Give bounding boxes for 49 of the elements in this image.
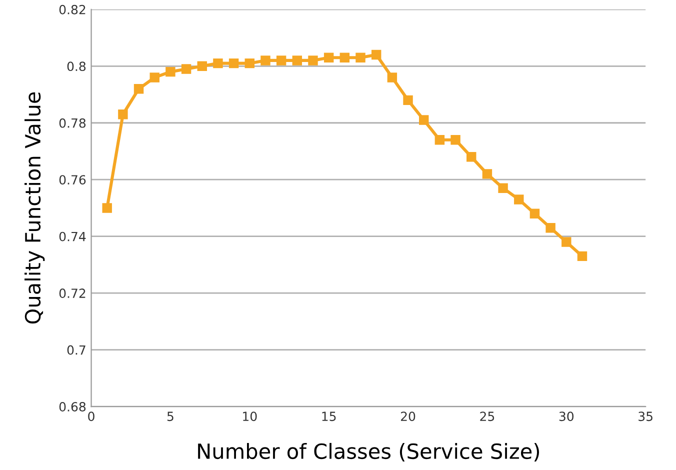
point bbox=[418, 115, 429, 125]
point bbox=[466, 152, 476, 162]
y-axis-title: Quality Function Value bbox=[24, 92, 45, 324]
point bbox=[308, 56, 318, 66]
point bbox=[244, 58, 254, 68]
x-tick-label: 10 bbox=[243, 412, 257, 422]
point bbox=[228, 58, 239, 68]
point bbox=[292, 56, 302, 66]
x-tick-label: 20 bbox=[400, 412, 416, 422]
point bbox=[356, 52, 366, 62]
y-tick-label: 0.76 bbox=[59, 175, 86, 185]
point bbox=[530, 208, 540, 219]
point bbox=[134, 84, 144, 94]
point bbox=[434, 135, 445, 145]
point bbox=[482, 169, 492, 179]
point bbox=[514, 194, 524, 204]
point bbox=[403, 95, 413, 106]
point bbox=[260, 56, 270, 66]
point bbox=[562, 237, 572, 247]
y-tick-label: 0.68 bbox=[59, 402, 86, 412]
point bbox=[118, 110, 128, 120]
point bbox=[102, 203, 112, 213]
x-axis-title: Number of Classes (Service Size) bbox=[198, 442, 540, 462]
point bbox=[150, 72, 160, 82]
x-tick-label: 35 bbox=[638, 412, 652, 422]
y-tick-label: 0.74 bbox=[59, 232, 86, 242]
point bbox=[166, 66, 176, 77]
x-tick-label: 15 bbox=[322, 412, 336, 422]
point bbox=[371, 50, 382, 60]
x-tick-label: 0 bbox=[88, 412, 94, 422]
x-tick-label: 25 bbox=[480, 412, 494, 422]
point bbox=[213, 58, 223, 68]
point bbox=[450, 135, 460, 145]
y-tick-label: 0.7 bbox=[67, 345, 86, 355]
point bbox=[197, 61, 207, 71]
point bbox=[276, 56, 286, 66]
point bbox=[181, 64, 192, 74]
y-tick-label: 0.8 bbox=[67, 62, 86, 72]
y-tick-label: 0.72 bbox=[59, 288, 86, 298]
point bbox=[546, 222, 556, 233]
point bbox=[498, 183, 508, 193]
x-tick-label: 30 bbox=[559, 412, 574, 422]
point bbox=[340, 52, 350, 62]
point bbox=[387, 72, 398, 82]
y-tick-label: 0.82 bbox=[59, 4, 86, 14]
y-tick-label: 0.78 bbox=[59, 118, 86, 128]
x-tick-label: 5 bbox=[167, 412, 174, 422]
point bbox=[324, 52, 334, 62]
point bbox=[577, 251, 588, 262]
